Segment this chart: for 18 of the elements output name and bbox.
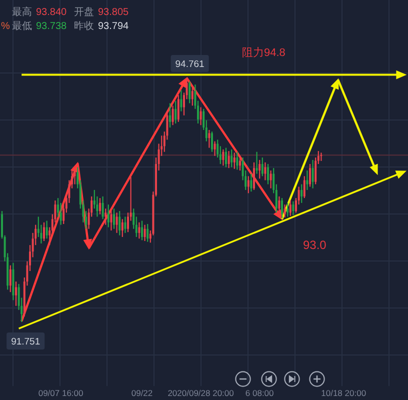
text: 93.738 xyxy=(36,21,68,32)
x-tick-label: 6 08:00 xyxy=(245,388,274,398)
text: % xyxy=(1,21,10,32)
x-tick-label: 2020/09/28 20:00 xyxy=(168,388,234,398)
text: 最低 xyxy=(12,21,32,32)
annotation: 93.0 xyxy=(303,238,327,252)
x-tick-label: 09/22 xyxy=(131,388,153,398)
annotation: 91.751 xyxy=(11,336,40,348)
text: 93.794 xyxy=(98,21,130,32)
text: 昨收 xyxy=(74,20,94,32)
text: 最高 xyxy=(12,6,32,18)
text: 开盘 xyxy=(74,6,94,18)
text: 93.840 xyxy=(36,7,68,18)
text: 阻力94.8 xyxy=(242,46,286,59)
text: 93.805 xyxy=(98,7,130,18)
x-tick-label: 10/18 20:00 xyxy=(321,388,366,398)
annotation: 94.761 xyxy=(175,58,204,70)
x-tick-label: 09/07 16:00 xyxy=(38,388,84,398)
